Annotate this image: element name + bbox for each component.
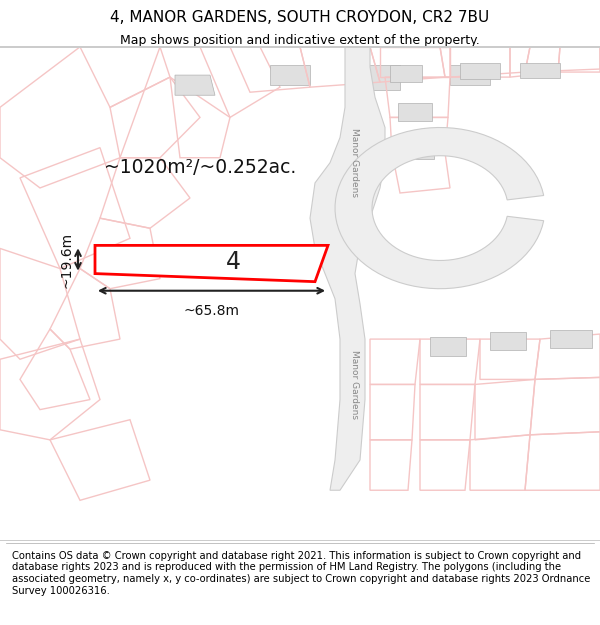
Text: ~65.8m: ~65.8m	[184, 304, 239, 318]
Polygon shape	[430, 337, 466, 356]
Text: 4: 4	[226, 249, 241, 274]
Text: Manor Gardens: Manor Gardens	[349, 350, 359, 419]
Polygon shape	[335, 127, 544, 289]
Polygon shape	[450, 65, 490, 85]
Polygon shape	[400, 141, 434, 159]
Polygon shape	[550, 330, 592, 348]
Text: Map shows position and indicative extent of the property.: Map shows position and indicative extent…	[120, 34, 480, 47]
Text: ~1020m²/~0.252ac.: ~1020m²/~0.252ac.	[104, 158, 296, 177]
Text: 4, MANOR GARDENS, SOUTH CROYDON, CR2 7BU: 4, MANOR GARDENS, SOUTH CROYDON, CR2 7BU	[110, 10, 490, 25]
Polygon shape	[398, 103, 432, 121]
Text: Manor Gardens: Manor Gardens	[349, 128, 359, 198]
Text: Contains OS data © Crown copyright and database right 2021. This information is : Contains OS data © Crown copyright and d…	[12, 551, 590, 596]
Polygon shape	[520, 63, 560, 78]
Polygon shape	[390, 65, 422, 82]
Polygon shape	[490, 332, 526, 350]
Polygon shape	[360, 65, 400, 90]
Polygon shape	[270, 65, 310, 85]
Polygon shape	[95, 246, 328, 282]
Polygon shape	[460, 63, 500, 79]
Polygon shape	[175, 75, 215, 95]
Polygon shape	[310, 47, 385, 490]
Text: ~19.6m: ~19.6m	[60, 231, 74, 288]
